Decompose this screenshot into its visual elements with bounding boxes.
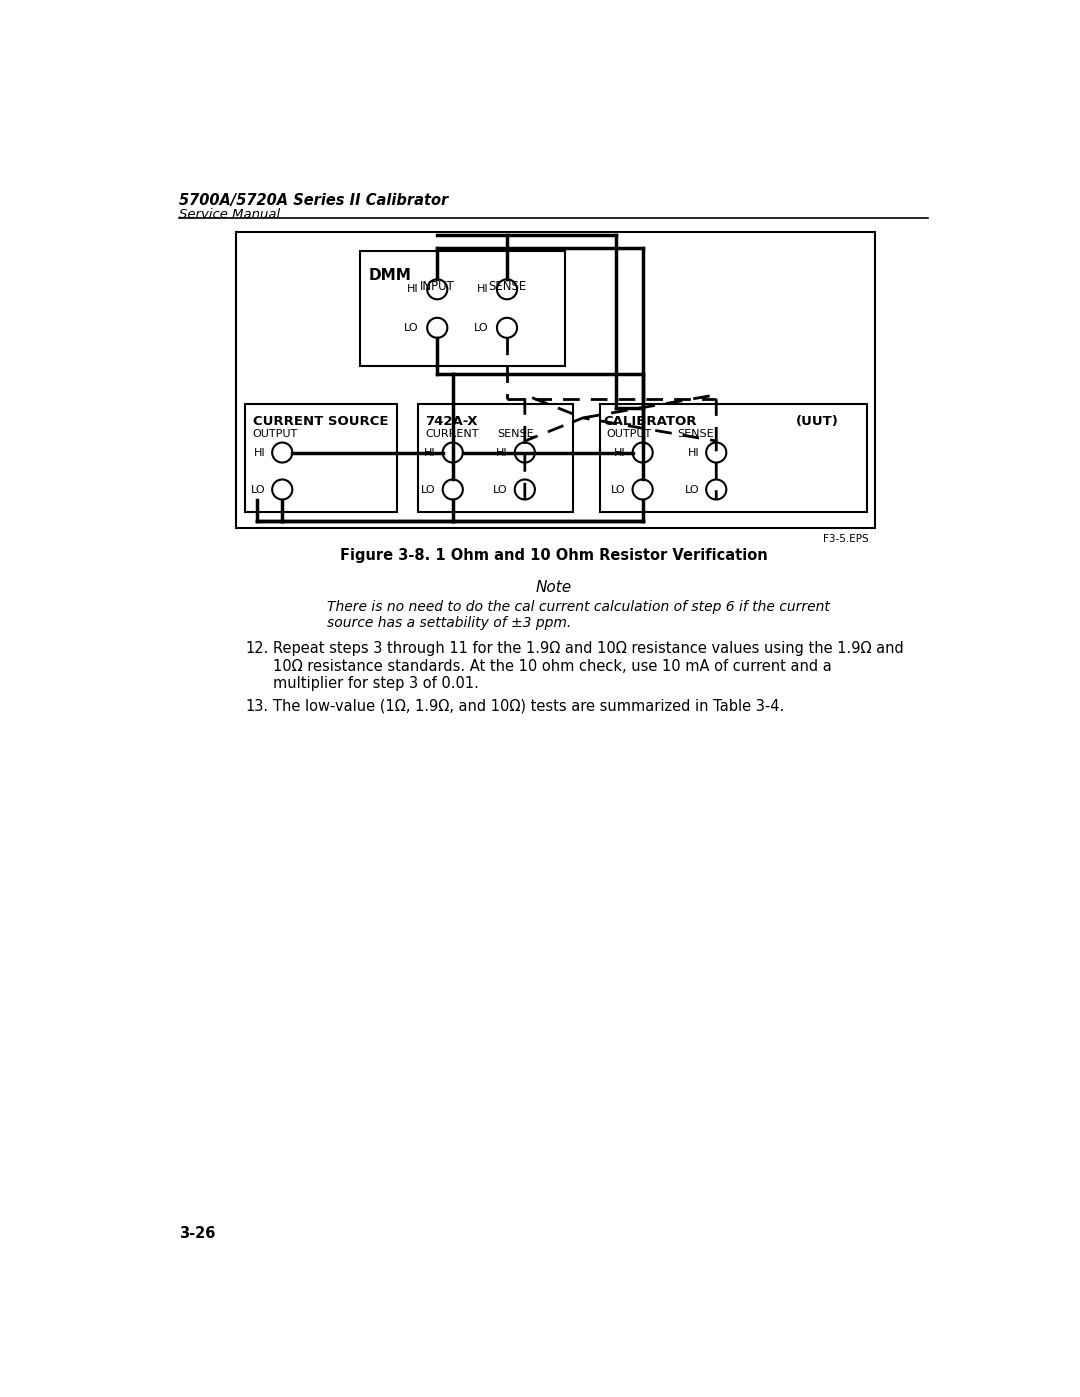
Text: LO: LO <box>421 485 435 495</box>
Text: Note: Note <box>536 580 571 595</box>
Bar <box>418 404 572 511</box>
Text: HI: HI <box>496 447 508 458</box>
Text: OUTPUT: OUTPUT <box>253 429 298 439</box>
Text: HI: HI <box>688 447 699 458</box>
Text: LO: LO <box>685 485 699 495</box>
Text: source has a settability of ±3 ppm.: source has a settability of ±3 ppm. <box>327 616 571 630</box>
Text: HI: HI <box>613 447 625 458</box>
Bar <box>360 251 565 366</box>
Text: 12.: 12. <box>245 641 269 657</box>
Text: HI: HI <box>424 447 435 458</box>
Text: Service Manual: Service Manual <box>179 208 281 221</box>
Text: LO: LO <box>474 323 488 332</box>
Text: OUTPUT: OUTPUT <box>606 429 651 439</box>
Text: HI: HI <box>407 285 419 295</box>
Text: INPUT: INPUT <box>420 279 455 293</box>
Text: multiplier for step 3 of 0.01.: multiplier for step 3 of 0.01. <box>273 676 478 692</box>
Text: LO: LO <box>404 323 419 332</box>
Text: LO: LO <box>251 485 266 495</box>
Text: 5700A/5720A Series II Calibrator: 5700A/5720A Series II Calibrator <box>179 193 448 208</box>
Text: F3-5.EPS: F3-5.EPS <box>823 534 869 545</box>
Text: HI: HI <box>254 447 266 458</box>
Text: LO: LO <box>494 485 508 495</box>
Text: 13.: 13. <box>245 698 268 714</box>
Bar <box>245 404 397 511</box>
Bar <box>600 404 867 511</box>
Text: SENSE: SENSE <box>488 279 526 293</box>
Text: SENSE: SENSE <box>498 429 535 439</box>
Text: 3-26: 3-26 <box>179 1227 216 1242</box>
Text: Repeat steps 3 through 11 for the 1.9Ω and 10Ω resistance values using the 1.9Ω : Repeat steps 3 through 11 for the 1.9Ω a… <box>273 641 904 657</box>
Text: CURRENT: CURRENT <box>426 429 480 439</box>
Text: SENSE: SENSE <box>677 429 714 439</box>
Text: CURRENT SOURCE: CURRENT SOURCE <box>253 415 389 427</box>
Text: 742A-X: 742A-X <box>426 415 478 427</box>
Text: DMM: DMM <box>369 268 411 282</box>
Bar <box>235 232 875 528</box>
Text: (UUT): (UUT) <box>796 415 838 427</box>
Text: LO: LO <box>611 485 625 495</box>
Text: There is no need to do the cal current calculation of step 6 if the current: There is no need to do the cal current c… <box>327 601 831 615</box>
Text: 10Ω resistance standards. At the 10 ohm check, use 10 mA of current and a: 10Ω resistance standards. At the 10 ohm … <box>273 659 832 673</box>
Text: CALIBRATOR: CALIBRATOR <box>604 415 697 427</box>
Text: The low-value (1Ω, 1.9Ω, and 10Ω) tests are summarized in Table 3-4.: The low-value (1Ω, 1.9Ω, and 10Ω) tests … <box>273 698 784 714</box>
Text: Figure 3-8. 1 Ohm and 10 Ohm Resistor Verification: Figure 3-8. 1 Ohm and 10 Ohm Resistor Ve… <box>339 548 768 563</box>
Text: HI: HI <box>476 285 488 295</box>
